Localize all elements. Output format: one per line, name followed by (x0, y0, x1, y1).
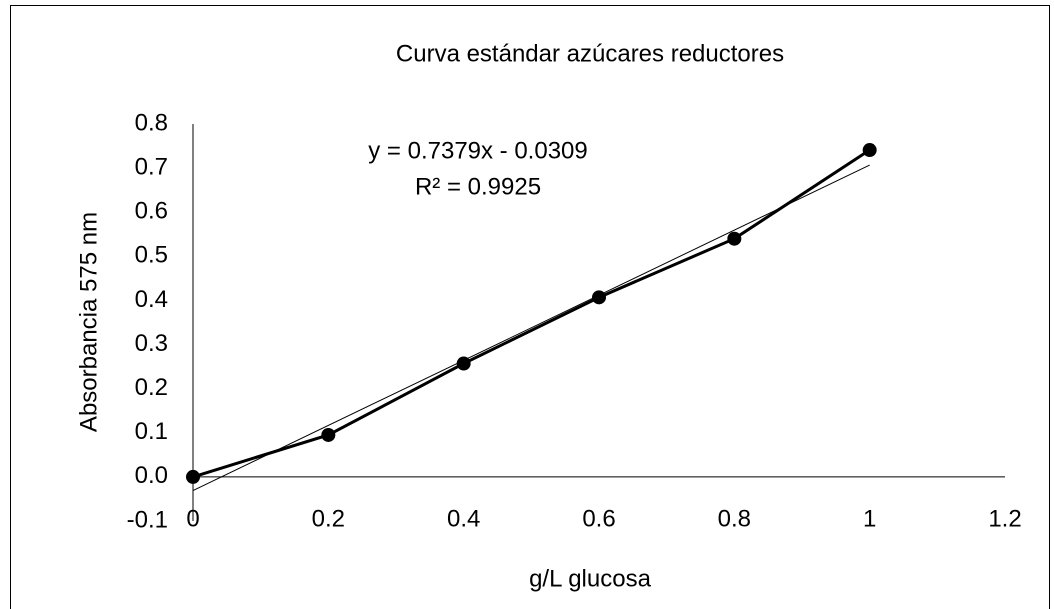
data-line (192, 148, 871, 479)
x-tick-label: 1 (863, 505, 876, 532)
y-tick-label: 0.0 (135, 462, 168, 489)
x-tick-label: 0.2 (312, 505, 345, 532)
y-tick-label: 0.4 (135, 286, 168, 313)
y-axis-label: Absorbancia 575 nm (75, 212, 102, 432)
trendline-r2: R² = 0.9925 (415, 173, 541, 200)
trendline (192, 164, 870, 491)
data-point (456, 356, 471, 371)
y-tick-label: 0.3 (135, 330, 168, 357)
y-tick-label: 0.6 (135, 198, 168, 225)
x-tick-label: 0.8 (718, 505, 751, 532)
x-tick-label: 0.6 (582, 505, 615, 532)
data-point (592, 290, 606, 305)
x-tick-label: 0 (186, 505, 199, 532)
y-tick-label: 0.2 (135, 374, 168, 401)
y-tick-label: 0.7 (135, 153, 168, 180)
trendline-equation: y = 0.7379x - 0.0309 (368, 137, 588, 164)
y-tick-label: 0.1 (135, 418, 168, 445)
y-tick-label: 0.8 (135, 109, 168, 136)
y-tick-label: -0.1 (127, 506, 168, 533)
x-tick-label: 0.4 (447, 505, 480, 532)
data-point (727, 231, 742, 246)
data-point (321, 427, 336, 442)
chart-border (10, 5, 1050, 609)
chart-title: Curva estándar azúcares reductores (396, 40, 784, 67)
y-tick-label: 0.5 (135, 242, 168, 269)
data-point (186, 469, 200, 484)
data-point (862, 143, 877, 158)
x-axis-label: g/L glucosa (529, 565, 652, 592)
x-tick-label: 1.2 (988, 505, 1021, 532)
